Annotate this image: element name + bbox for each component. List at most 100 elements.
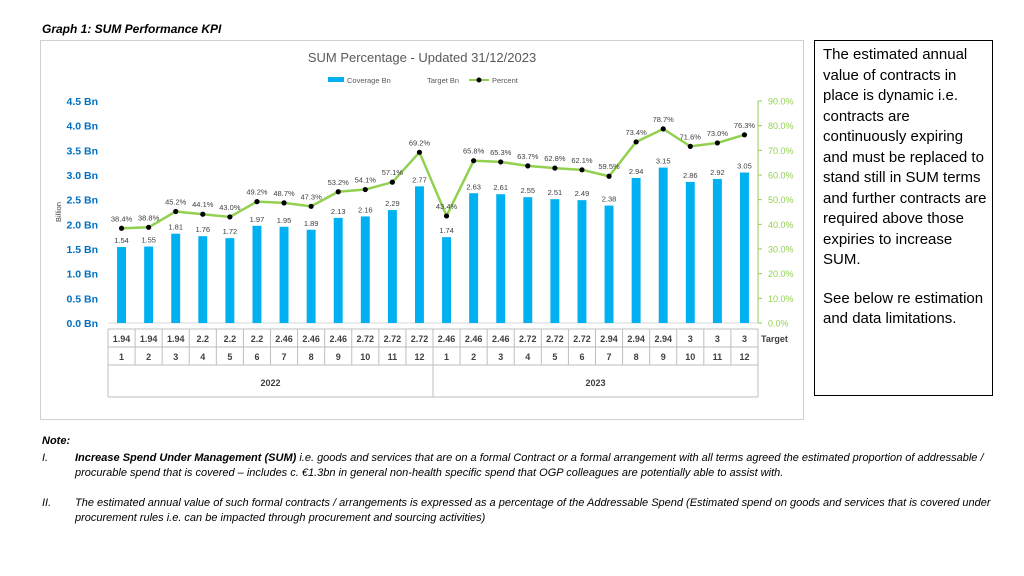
percent-data-label: 43.4% [436,202,458,211]
percent-data-label: 59.5% [598,162,620,171]
notes-heading: Note: [42,435,71,447]
percent-data-label: 45.2% [165,198,187,207]
coverage-data-label: 2.94 [629,167,644,176]
month-label: 3 [498,352,503,362]
coverage-bar [360,216,370,323]
explanation-text: The estimated annual value of contracts … [823,46,987,268]
percent-marker [687,143,693,149]
limitations-text: See below re estimation and data limitat… [823,289,984,328]
explanation-box: The estimated annual value of contracts … [814,40,993,396]
note-item: II. The estimated annual value of such f… [42,496,992,527]
coverage-bar [198,236,208,323]
percent-data-label: 57.1% [382,168,404,177]
percent-data-label: 53.2% [328,178,350,187]
coverage-data-label: 1.76 [195,225,210,234]
y2-axis-tick-label: 50.0% [768,195,794,205]
note-body-text: i.e. goods and services that are on a fo… [75,451,984,480]
y-axis-tick-label: 4.0 Bn [66,121,98,133]
legend-percent-label: Percent [492,76,519,85]
coverage-bar [171,233,181,323]
coverage-bar [387,210,397,323]
y2-axis-tick-label: 20.0% [768,269,794,279]
target-value: 2.72 [357,334,375,344]
month-label: 9 [336,352,341,362]
y-axis-tick-label: 0.5 Bn [66,293,98,305]
note-number: I. [42,451,49,464]
coverage-bar [306,229,316,323]
y2-axis-tick-label: 90.0% [768,97,794,107]
y-axis-tick-label: 3.0 Bn [66,170,98,182]
percent-data-label: 38.8% [138,213,160,222]
legend-coverage-label: Coverage Bn [347,76,391,85]
percent-data-label: 76.3% [734,121,756,130]
coverage-bar [631,177,641,323]
percent-data-label: 73.0% [707,129,729,138]
coverage-data-label: 1.89 [304,219,319,228]
percent-data-label: 65.8% [463,147,485,156]
coverage-data-label: 1.72 [223,227,238,236]
target-value: 2.46 [329,334,347,344]
legend-target-label: Target Bn [427,76,459,85]
month-label: 2 [146,352,151,362]
y-axis-title: Billion [54,202,63,222]
percent-data-label: 48.7% [273,189,295,198]
percent-marker [362,186,368,193]
target-value: 2.46 [302,334,320,344]
coverage-data-label: 2.38 [602,195,617,204]
coverage-bar [442,237,452,323]
coverage-bar [117,247,127,323]
target-value: 2.72 [411,334,429,344]
notes-section: Note: I. Increase Spend Under Management… [42,434,992,541]
month-label: 6 [254,352,259,362]
target-value: 2.72 [573,334,591,344]
y2-axis-tick-label: 10.0% [768,294,794,304]
percent-data-label: 63.7% [517,152,539,161]
percent-marker [335,189,341,195]
coverage-bar [144,246,154,323]
coverage-data-label: 1.97 [250,215,265,224]
y2-axis-tick-label: 70.0% [768,146,794,156]
target-value: 2.46 [492,334,510,344]
target-value: 2.2 [224,334,237,344]
percent-marker [714,140,720,146]
coverage-bar [279,226,289,323]
month-label: 2 [471,352,476,362]
target-value: 3 [715,334,720,344]
percent-data-label: 54.1% [355,176,377,185]
year-label: 2023 [585,378,605,388]
month-label: 7 [282,352,287,362]
percent-marker [579,167,585,173]
percent-data-label: 65.3% [490,148,512,157]
month-label: 1 [444,352,449,362]
percent-marker [552,165,558,171]
target-value: 1.94 [113,334,131,344]
y2-axis-tick-label: 60.0% [768,171,794,181]
percent-marker [471,158,477,164]
coverage-bar [550,199,560,323]
target-value: 3 [688,334,693,344]
percent-marker [498,159,504,165]
coverage-bar [414,186,424,323]
coverage-data-label: 1.81 [168,223,183,232]
coverage-bar [577,200,587,323]
chart-container: SUM Percentage - Updated 31/12/2023 Cover… [40,40,804,420]
month-label: 8 [634,352,639,362]
y-axis-tick-label: 2.0 Bn [66,219,98,231]
coverage-bar [523,197,533,323]
year-label: 2022 [260,378,280,388]
coverage-bar [739,172,749,323]
sum-percentage-chart: SUM Percentage - Updated 31/12/2023 Cover… [54,50,794,398]
percent-data-label: 62.1% [571,156,593,165]
month-label: 4 [200,352,205,362]
percent-line [121,127,745,230]
coverage-bar [712,178,722,323]
month-label: 10 [685,352,695,362]
percent-data-label: 43.0% [219,203,241,212]
coverage-data-label: 1.55 [141,236,156,245]
chart-title: SUM Percentage - Updated 31/12/2023 [308,50,536,65]
note-text: The estimated annual value of such forma… [75,496,992,527]
y-axis-tick-label: 1.5 Bn [66,244,98,256]
percent-marker [660,126,666,132]
percent-marker [633,139,639,145]
month-label: 5 [227,352,232,362]
